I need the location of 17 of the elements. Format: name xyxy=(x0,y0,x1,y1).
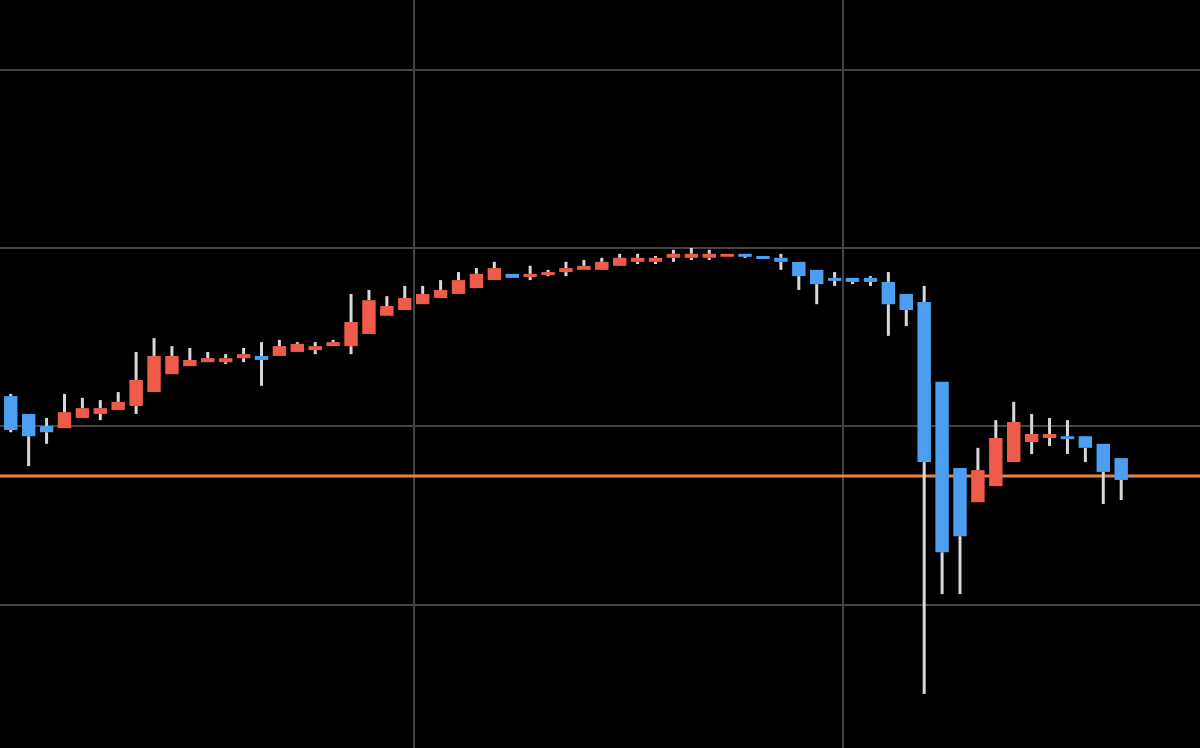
candlestick xyxy=(129,350,143,416)
candlestick xyxy=(308,340,322,356)
candlestick xyxy=(254,340,269,388)
candlestick xyxy=(39,416,54,446)
candlestick xyxy=(1042,416,1057,448)
candlestick xyxy=(93,398,108,422)
candlestick xyxy=(559,260,573,278)
candlestick xyxy=(1024,412,1039,456)
candlestick xyxy=(236,346,251,364)
candlestick xyxy=(1060,418,1075,456)
candlestick xyxy=(774,252,788,272)
candlestick xyxy=(863,274,878,288)
candlestick xyxy=(344,292,358,356)
candlestick xyxy=(917,284,931,696)
candlestick xyxy=(881,270,896,338)
candlestick xyxy=(666,248,681,264)
candlestick xyxy=(218,352,233,366)
